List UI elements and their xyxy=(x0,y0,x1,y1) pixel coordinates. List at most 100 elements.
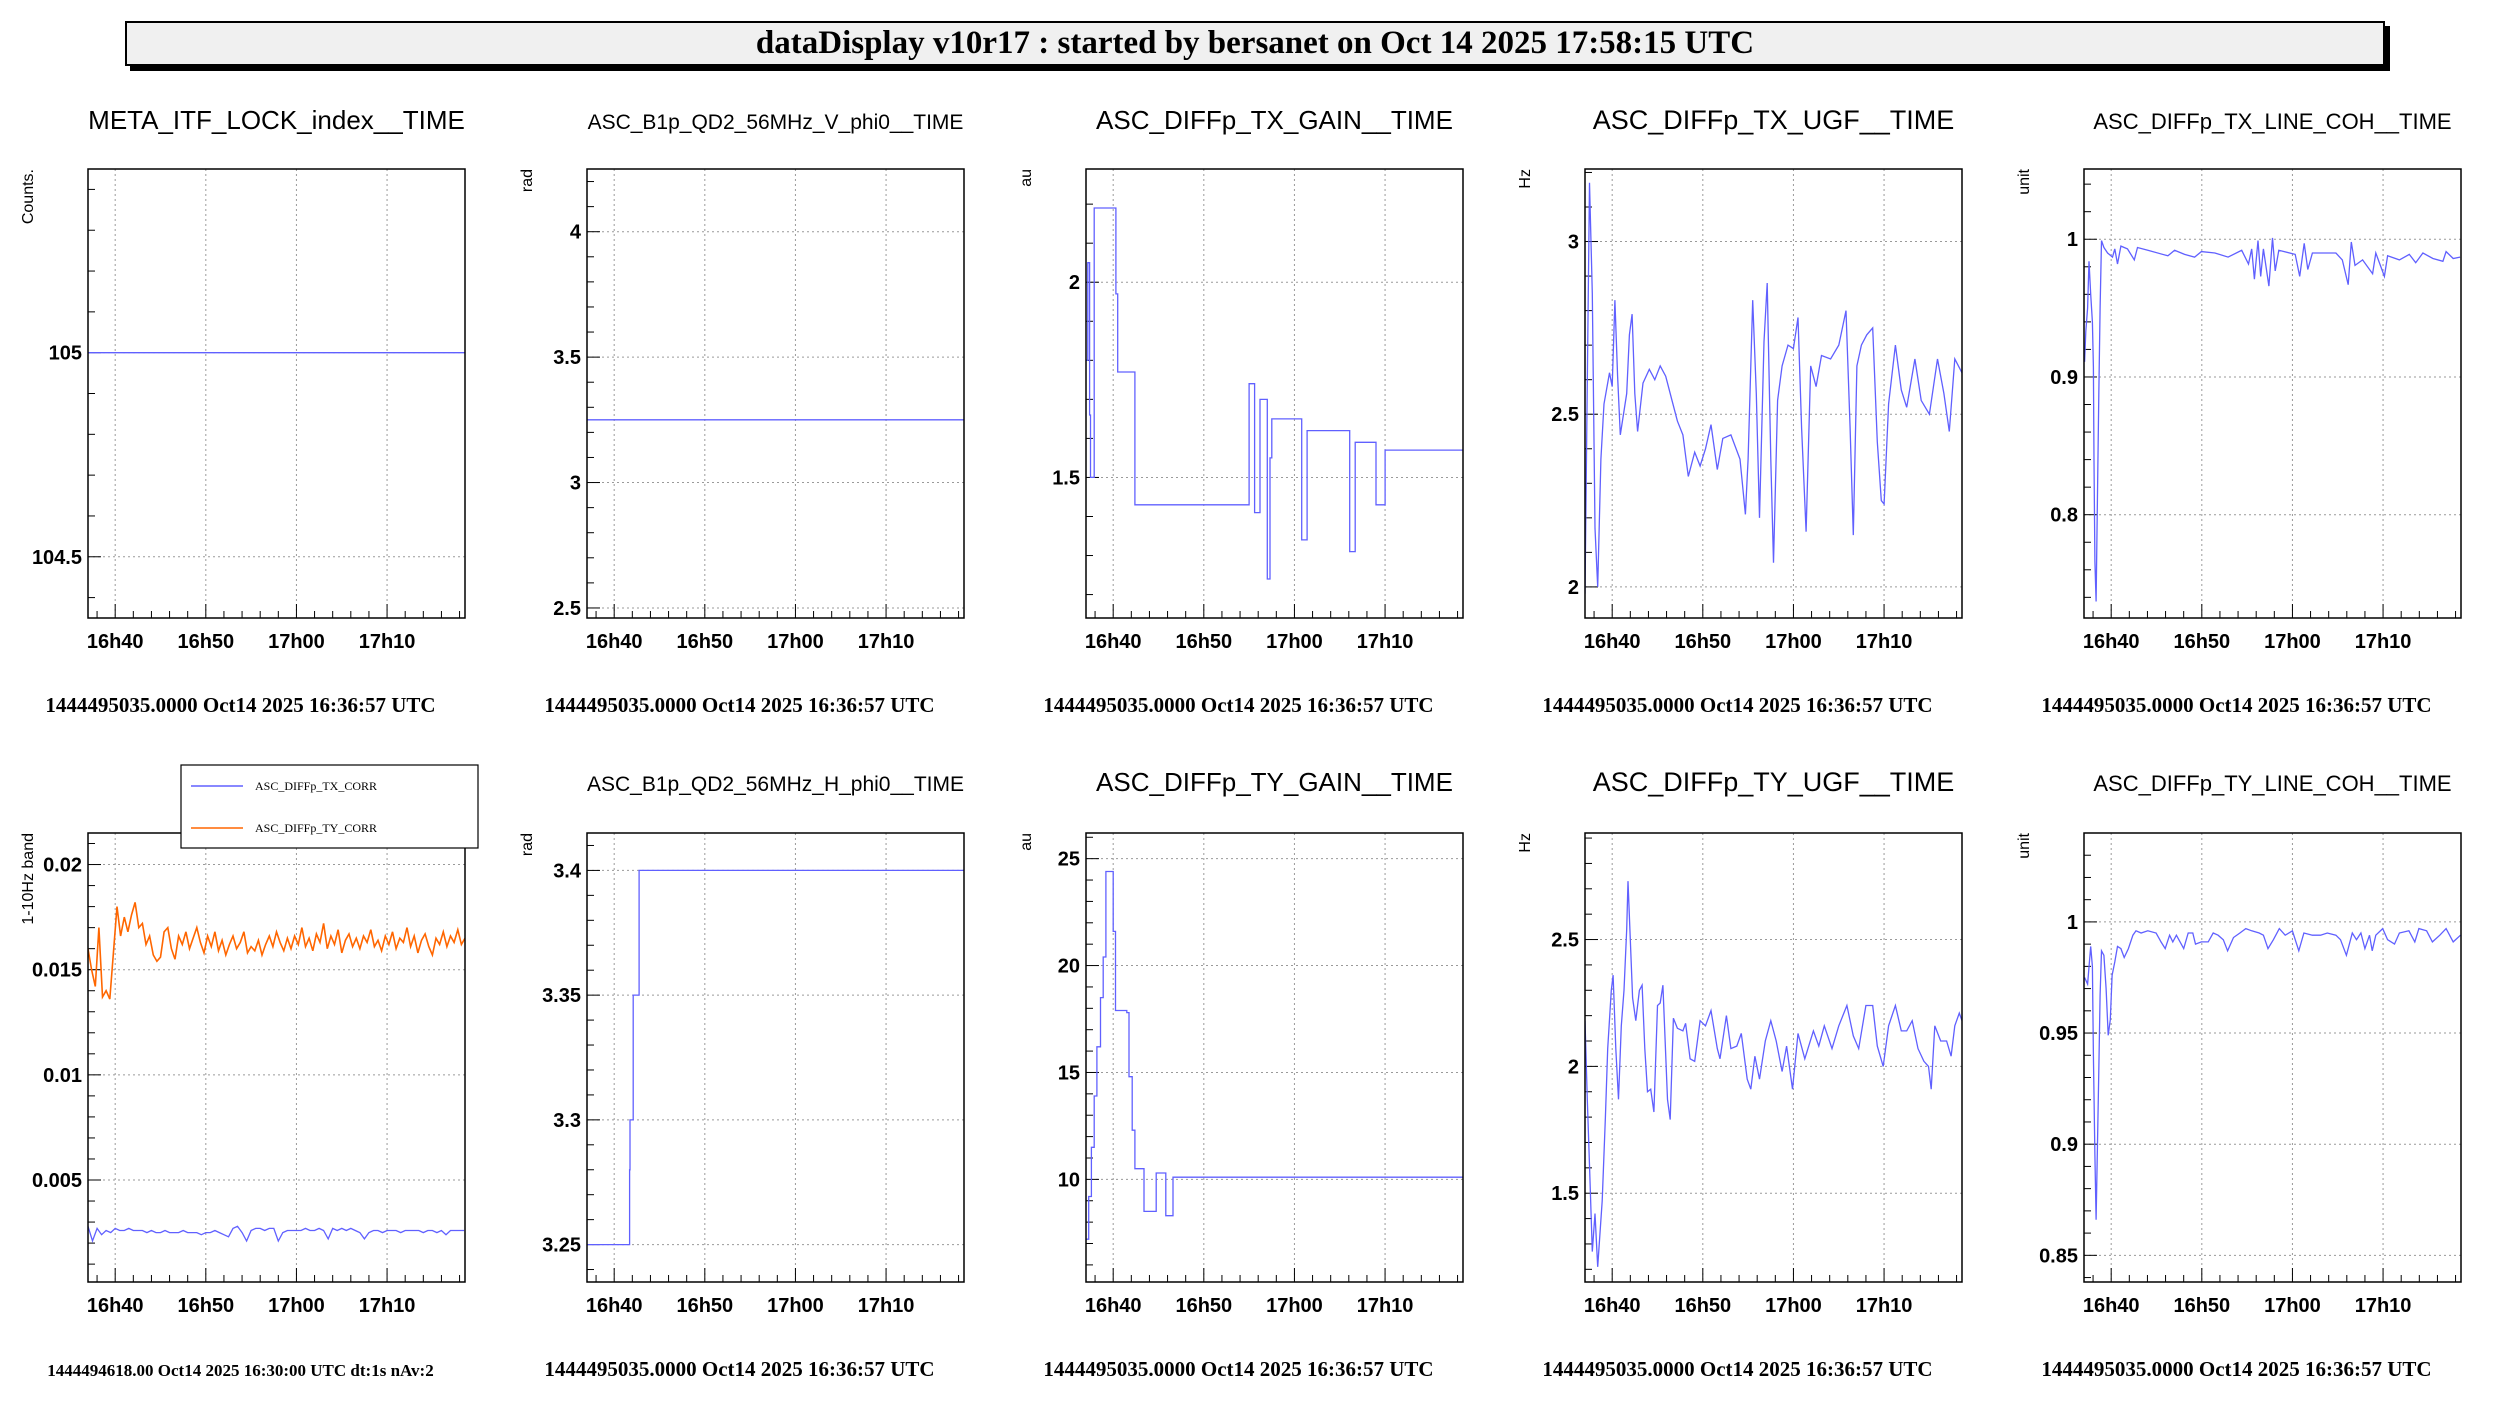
x-tick-label: 16h40 xyxy=(87,631,144,653)
y-tick-label: 1.5 xyxy=(1551,1183,1579,1205)
y-tick-label: 3.5 xyxy=(553,347,581,369)
y-tick-label: 104.5 xyxy=(32,547,82,569)
x-tick-label: 17h00 xyxy=(268,1295,325,1317)
series-line-asc-diffp-ty-gain xyxy=(1086,870,1463,1240)
y-tick-label: 2.5 xyxy=(553,598,581,620)
series-line-asc-diffp-ty-ugf xyxy=(1585,881,1962,1267)
y-tick-label: 15 xyxy=(1058,1062,1080,1084)
plot-frame xyxy=(87,832,466,1283)
plot-footer-timestamp: 1444495035.0000 Oct14 2025 16:36:57 UTC xyxy=(1542,693,1932,717)
plot-frame xyxy=(1085,832,1464,1283)
plot-footer-timestamp: 1444495035.0000 Oct14 2025 16:36:57 UTC xyxy=(1043,693,1433,717)
y-tick-label: 10 xyxy=(1058,1169,1080,1191)
series-line-asc-diffp-tx-ugf xyxy=(1585,182,1962,594)
x-tick-label: 16h40 xyxy=(87,1295,144,1317)
y-tick-label: 20 xyxy=(1058,956,1080,978)
plot-frame xyxy=(87,168,466,619)
plot-title: ASC_B1p_QD2_56MHz_V_phi0__TIME xyxy=(588,111,964,134)
y-axis-label: au xyxy=(1018,833,1035,851)
x-tick-label: 16h50 xyxy=(676,1295,733,1317)
x-tick-label: 16h40 xyxy=(1584,631,1641,653)
y-tick-label: 0.9 xyxy=(2050,367,2078,389)
y-tick-label: 0.015 xyxy=(32,960,82,982)
x-tick-label: 16h40 xyxy=(586,1295,643,1317)
plot-footer-timestamp: 1444494618.00 Oct14 2025 16:30:00 UTC dt… xyxy=(47,1361,433,1380)
x-tick-label: 17h10 xyxy=(1357,631,1414,653)
y-tick-label: 3 xyxy=(1568,232,1579,254)
y-tick-label: 3.4 xyxy=(553,860,582,882)
x-tick-label: 17h00 xyxy=(1765,1295,1822,1317)
y-axis-label: au xyxy=(1018,169,1035,187)
y-tick-label: 2.5 xyxy=(1551,404,1579,426)
plot-footer-timestamp: 1444495035.0000 Oct14 2025 16:36:57 UTC xyxy=(45,693,435,717)
x-tick-label: 16h40 xyxy=(1085,631,1142,653)
y-axis-label: unit xyxy=(2016,832,2033,858)
plot-frame xyxy=(2083,832,2462,1283)
plot-frame xyxy=(2083,168,2462,619)
y-axis-label: rad xyxy=(519,169,536,192)
y-tick-label: 3.25 xyxy=(542,1235,581,1257)
y-axis-label: 1-10Hz band xyxy=(20,833,37,925)
x-tick-label: 16h50 xyxy=(177,631,234,653)
plot-footer-timestamp: 1444495035.0000 Oct14 2025 16:36:57 UTC xyxy=(1043,1357,1433,1381)
plot-title: ASC_DIFFp_TY_LINE_COH__TIME xyxy=(2093,771,2451,796)
plot-panel-1: META_ITF_LOCK_index__TIME Counts. 104.5 105… xyxy=(20,105,466,717)
y-tick-label: 25 xyxy=(1058,849,1080,871)
x-tick-label: 17h00 xyxy=(767,631,824,653)
y-tick-label: 0.01 xyxy=(43,1065,82,1087)
plot-title: ASC_DIFFp_TX_UGF__TIME xyxy=(1593,105,1955,135)
x-tick-label: 16h40 xyxy=(2083,1295,2140,1317)
plot-footer-timestamp: 1444495035.0000 Oct14 2025 16:36:57 UTC xyxy=(2041,1357,2431,1381)
legend-label: ASC_DIFFp_TX_CORR xyxy=(255,779,377,793)
y-tick-label: 1 xyxy=(2067,229,2078,251)
plot-title: META_ITF_LOCK_index__TIME xyxy=(88,105,465,135)
plot-frame xyxy=(586,168,965,619)
plot-frame xyxy=(1584,168,1963,619)
x-tick-label: 16h40 xyxy=(2083,631,2140,653)
plot-footer-timestamp: 1444495035.0000 Oct14 2025 16:36:57 UTC xyxy=(544,693,934,717)
x-tick-label: 17h00 xyxy=(268,631,325,653)
y-tick-label: 0.005 xyxy=(32,1170,82,1192)
y-axis-label: Hz xyxy=(1517,833,1534,853)
y-tick-label: 3.35 xyxy=(542,985,581,1007)
x-tick-label: 17h10 xyxy=(858,1295,915,1317)
y-tick-label: 1 xyxy=(2067,912,2078,934)
plot-panel-6: 1-10Hz band 0.005 0.01 0.015 0.02 16h40 16h50 1… xyxy=(20,764,479,1380)
series-line-asc-diffp-tx-corr xyxy=(88,1225,465,1244)
y-tick-label: 0.95 xyxy=(2039,1023,2078,1045)
series-line-asc-diffp-tx-gain xyxy=(1086,207,1463,580)
y-tick-label: 2.5 xyxy=(1551,930,1579,952)
x-tick-label: 17h10 xyxy=(2355,1295,2412,1317)
plot-frame xyxy=(1085,168,1464,619)
y-axis-label: Counts. xyxy=(20,169,37,224)
plot-frame xyxy=(586,832,965,1283)
legend-box xyxy=(180,764,479,849)
x-tick-label: 16h40 xyxy=(1085,1295,1142,1317)
series-line-asc-diffp-tx-line-coh xyxy=(2084,237,2461,602)
x-tick-label: 17h00 xyxy=(767,1295,824,1317)
series-line-asc-diffp-ty-line-coh xyxy=(2084,927,2461,1220)
y-tick-label: 2 xyxy=(1568,577,1579,599)
legend: ASC_DIFFp_TX_CORR ASC_DIFFp_TY_CORR xyxy=(180,764,479,849)
x-tick-label: 17h10 xyxy=(1856,1295,1913,1317)
y-tick-label: 2 xyxy=(1568,1056,1579,1078)
x-tick-label: 17h10 xyxy=(359,1295,416,1317)
x-tick-label: 16h40 xyxy=(586,631,643,653)
y-tick-label: 2 xyxy=(1069,272,1080,294)
x-tick-label: 17h00 xyxy=(2264,631,2321,653)
x-tick-label: 16h50 xyxy=(1175,631,1232,653)
y-tick-label: 1.5 xyxy=(1052,467,1080,489)
y-tick-label: 0.9 xyxy=(2050,1134,2078,1156)
x-tick-label: 16h50 xyxy=(676,631,733,653)
y-tick-label: 3.3 xyxy=(553,1110,581,1132)
x-tick-label: 17h10 xyxy=(359,631,416,653)
plot-panel-4: ASC_DIFFp_TX_UGF__TIME Hz 2 2.5 3 16h40 16h50 1… xyxy=(1517,105,1963,717)
y-tick-label: 0.85 xyxy=(2039,1245,2078,1267)
